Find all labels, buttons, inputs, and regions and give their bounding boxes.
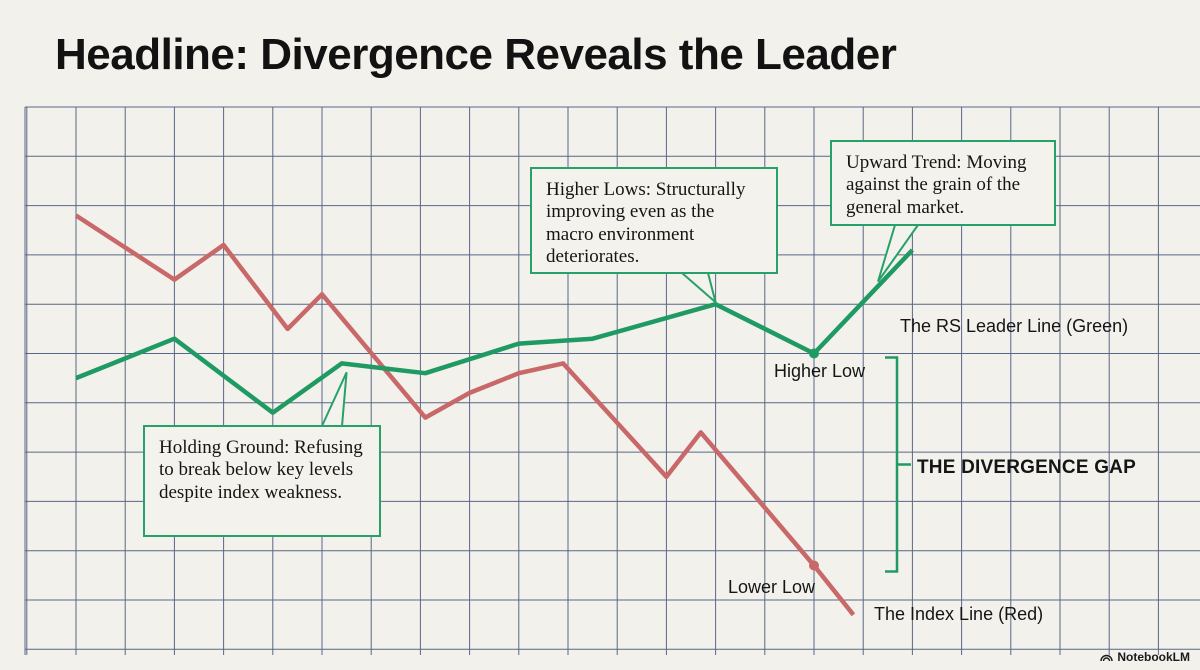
upward-trend-pointer bbox=[877, 224, 919, 283]
lower-low-label: Lower Low bbox=[728, 577, 816, 597]
divergence-gap-bracket bbox=[885, 356, 911, 573]
watermark-text: NotebookLM bbox=[1117, 650, 1190, 664]
higher-lows-pointer bbox=[681, 272, 718, 306]
series-layer bbox=[74, 213, 915, 617]
series-index-line bbox=[74, 213, 856, 617]
higher-low-label: Higher Low bbox=[774, 361, 866, 381]
markers-layer bbox=[809, 348, 911, 573]
legend-index-line: The Index Line (Red) bbox=[874, 604, 1044, 624]
series-rs-leader-line bbox=[75, 248, 915, 415]
notebooklm-logo-icon bbox=[1100, 654, 1114, 662]
chart-title: Headline: Divergence Reveals the Leader bbox=[55, 30, 897, 79]
legend-rs-leader-line: The RS Leader Line (Green) bbox=[900, 316, 1129, 336]
notebooklm-watermark: NotebookLM bbox=[1100, 650, 1190, 664]
callout-upward-trend: Upward Trend: Moving against the grain o… bbox=[830, 140, 1056, 226]
callout-higher-lows: Higher Lows: Structurally improving even… bbox=[530, 167, 778, 274]
callout-holding-ground: Holding Ground: Refusing to break below … bbox=[143, 425, 381, 537]
callout-pointers bbox=[321, 224, 919, 427]
holding-ground-pointer bbox=[321, 371, 348, 427]
lower-low-marker bbox=[809, 560, 819, 571]
divergence-gap-label: THE DIVERGENCE GAP bbox=[917, 457, 1136, 478]
higher-low-marker bbox=[809, 348, 819, 359]
